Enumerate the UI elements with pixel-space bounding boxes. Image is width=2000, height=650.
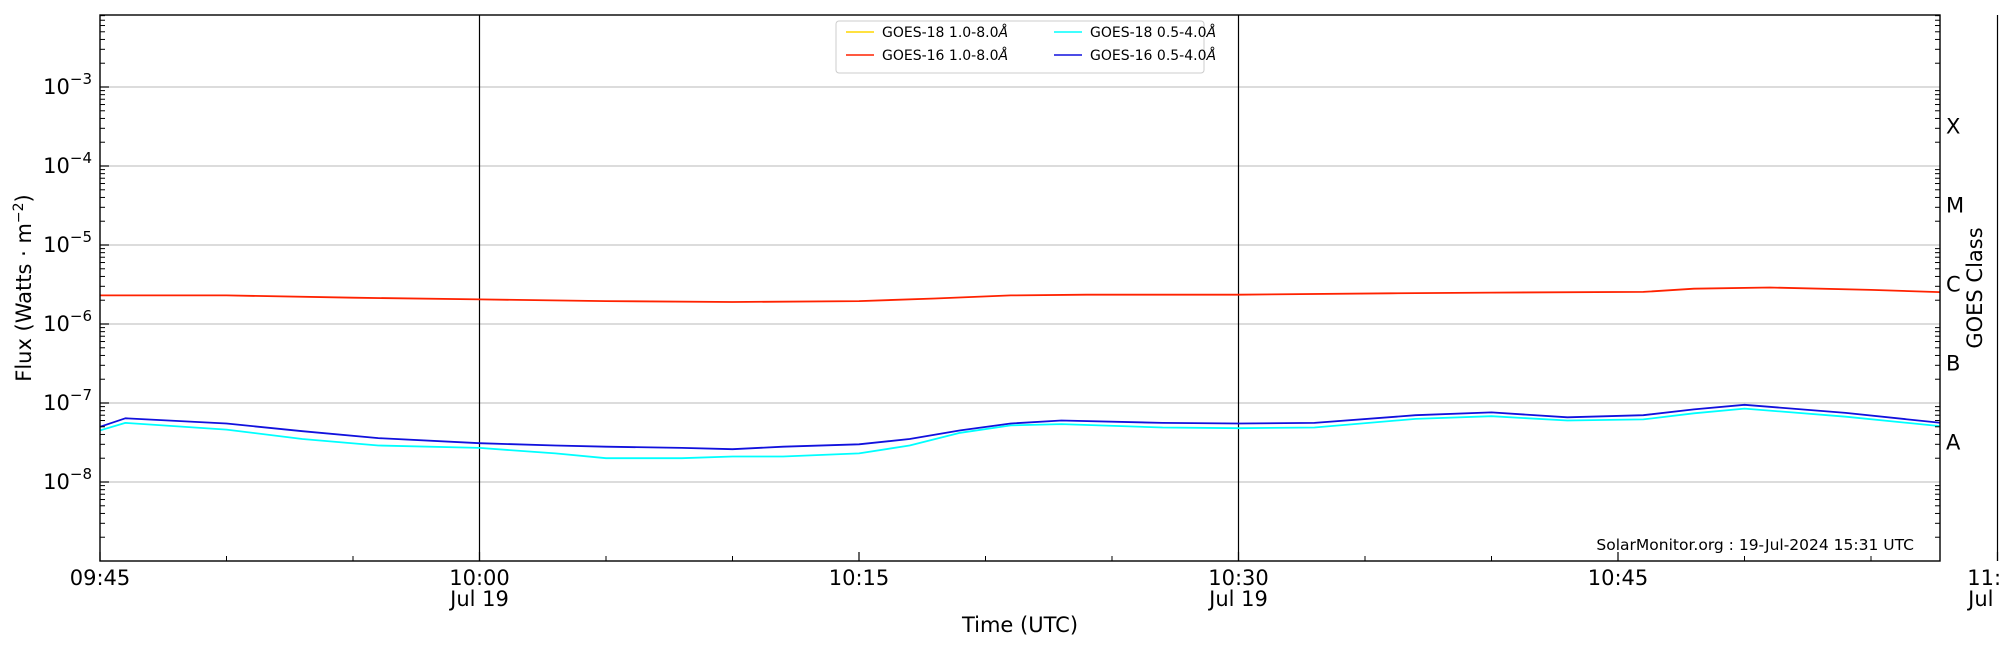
y-tick-label: 10−7 — [43, 386, 92, 415]
goes-class-b: B — [1946, 352, 1960, 376]
source-annotation: SolarMonitor.org : 19-Jul-2024 15:31 UTC — [1596, 536, 1914, 554]
x-tick-label: 10:30 — [1208, 566, 1269, 590]
x-tick-label: 10:45 — [1588, 566, 1649, 590]
x-tick-label: 10:00 — [449, 566, 510, 590]
y-axis-title: Flux (Watts · m−2) — [11, 194, 36, 382]
plot-frame — [99, 14, 1941, 562]
legend-entry: GOES-16 1.0-8.0Å — [882, 47, 1008, 64]
goes-class-x: X — [1946, 115, 1960, 139]
goes-class-m: M — [1946, 194, 1964, 218]
x-tick-date-label: Jul 19 — [1207, 587, 1268, 611]
y-tick-label: 10−8 — [43, 465, 92, 494]
legend-entry: GOES-18 1.0-8.0Å — [882, 24, 1008, 41]
y-tick-label: 10−6 — [43, 307, 92, 336]
ticks — [99, 15, 1999, 561]
x-axis-title: Time (UTC) — [961, 613, 1078, 637]
goes-class-labels: A B C M X — [1946, 115, 1964, 455]
x-tick-label: 11:00 — [1967, 566, 2000, 590]
legend-entry: GOES-16 0.5-4.0Å — [1090, 47, 1216, 64]
goes-class-c: C — [1946, 273, 1961, 297]
x-tick-label: 09:45 — [70, 566, 131, 590]
y-tick-labels: 10−8 10−7 10−6 10−5 10−4 10−3 — [43, 70, 92, 494]
x-tick-label: 10:15 — [829, 566, 890, 590]
series-line-goes-16-0-5-4-0 — [100, 403, 1940, 451]
y-tick-label: 10−4 — [43, 149, 92, 178]
legend: GOES-18 1.0-8.0Å GOES-18 0.5-4.0Å GOES-16 … — [835, 20, 1216, 74]
y-tick-label: 10−5 — [43, 228, 92, 257]
goes-class-a: A — [1946, 431, 1961, 455]
right-axis-title: GOES Class — [1963, 227, 1987, 348]
x-tick-date-label: Jul 19 — [448, 587, 509, 611]
time-markers — [478, 15, 1999, 561]
legend-entry: GOES-18 0.5-4.0Å — [1090, 24, 1216, 41]
series-line-goes-16-1-0-8-0 — [100, 286, 1940, 303]
series-layer — [100, 286, 1940, 460]
x-tick-date-label: Jul 19 — [1966, 587, 2000, 611]
series-line-goes-18-0-5-4-0 — [100, 407, 1940, 460]
grid — [100, 86, 1940, 483]
legend-frame — [835, 20, 1205, 74]
y-tick-label: 10−3 — [43, 70, 92, 99]
